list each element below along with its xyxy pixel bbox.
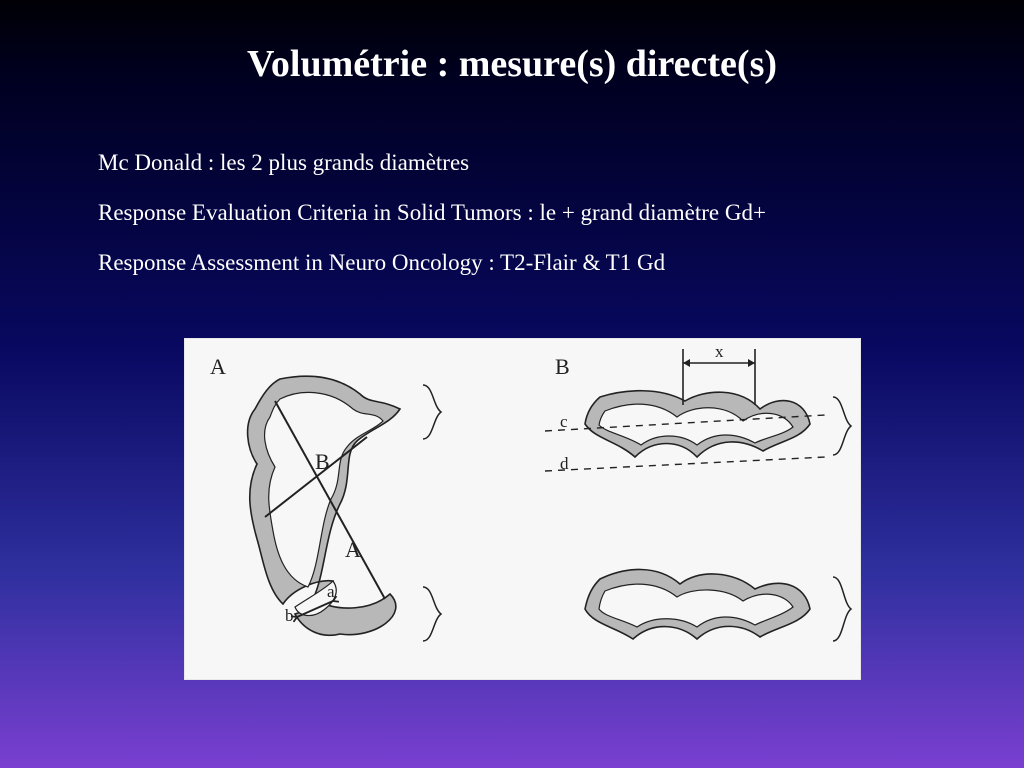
svg-text:A: A — [210, 354, 226, 379]
bullet-3: Response Assessment in Neuro Oncology : … — [98, 248, 964, 278]
svg-text:c: c — [560, 412, 568, 431]
slide-body: Mc Donald : les 2 plus grands diamètres … — [98, 148, 964, 298]
svg-text:a: a — [327, 582, 335, 601]
svg-text:x: x — [715, 342, 724, 361]
svg-text:b: b — [285, 606, 294, 625]
svg-text:B: B — [555, 354, 570, 379]
svg-text:A: A — [345, 537, 361, 562]
bullet-1: Mc Donald : les 2 plus grands diamètres — [98, 148, 964, 178]
diagram-figure: A A Ba b Bx c d — [184, 338, 861, 680]
slide-title: Volumétrie : mesure(s) directe(s) — [0, 42, 1024, 86]
slide: Volumétrie : mesure(s) directe(s) Mc Don… — [0, 0, 1024, 768]
bullet-2: Response Evaluation Criteria in Solid Tu… — [98, 198, 964, 228]
svg-text:d: d — [560, 454, 569, 473]
svg-text:B: B — [315, 449, 330, 474]
